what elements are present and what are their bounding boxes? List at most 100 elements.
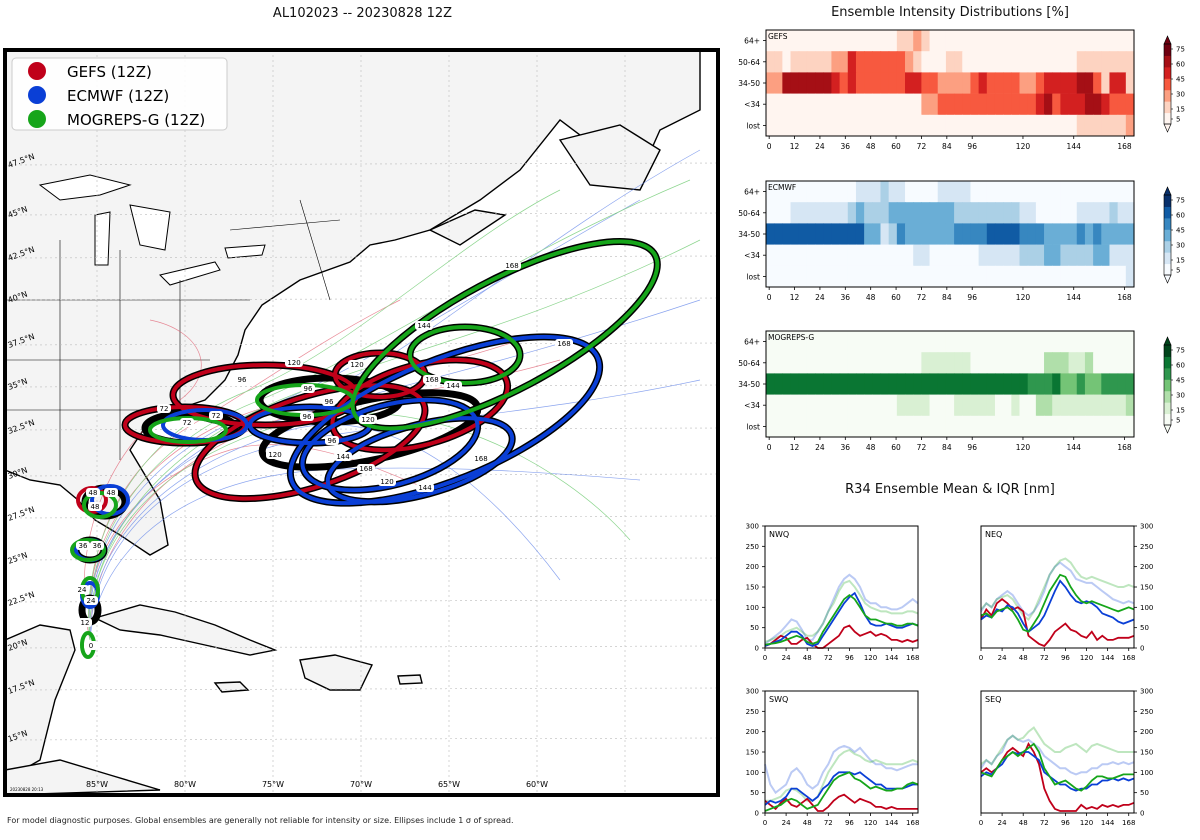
heatmap-cell bbox=[1003, 331, 1012, 353]
heatmap-cell bbox=[872, 244, 882, 267]
heatmap-x-tick-label: 84 bbox=[942, 142, 952, 151]
heatmap-cell bbox=[798, 181, 808, 203]
r34-y-tick-label: 150 bbox=[1140, 749, 1153, 757]
heatmap-cell bbox=[847, 331, 857, 353]
heatmap-x-tick-label: 72 bbox=[917, 293, 927, 302]
heatmap-cell bbox=[872, 415, 882, 438]
heatmap-frame bbox=[765, 29, 1135, 137]
heatmap-cell bbox=[888, 30, 898, 52]
heatmap-cell bbox=[1076, 72, 1086, 94]
heatmap-row-label: 34-50 bbox=[738, 380, 760, 389]
heatmap-cell bbox=[896, 72, 906, 94]
heatmap-cell bbox=[1044, 30, 1053, 52]
heatmap-cell bbox=[1109, 51, 1119, 73]
heatmap-cell bbox=[913, 373, 922, 395]
heatmap-cell bbox=[1101, 331, 1111, 353]
heatmap-cell bbox=[1125, 223, 1135, 245]
heatmap-cell bbox=[1068, 181, 1078, 203]
heatmap-cell bbox=[905, 72, 914, 94]
heatmap-row-label: 50-64 bbox=[738, 209, 760, 218]
heatmap-cell bbox=[766, 373, 775, 395]
heatmap-cell bbox=[1011, 244, 1021, 267]
heatmap-cell bbox=[913, 331, 922, 353]
heatmap-cell bbox=[839, 394, 849, 417]
heatmap-cell bbox=[782, 93, 792, 116]
heatmap-cell bbox=[970, 202, 980, 224]
heatmap-cell bbox=[986, 114, 996, 137]
heatmap-cell bbox=[1125, 331, 1135, 353]
heatmap-cell bbox=[1068, 30, 1078, 52]
heatmap-x-tick-label: 72 bbox=[917, 443, 927, 452]
heatmap-cell bbox=[782, 394, 792, 417]
heatmap-x-tick-label: 48 bbox=[866, 293, 876, 302]
heatmap-cell bbox=[1109, 202, 1119, 224]
colorbar-tick-label: 75 bbox=[1176, 197, 1185, 205]
heatmap-cell bbox=[823, 181, 833, 203]
heatmap-cell bbox=[1052, 265, 1061, 288]
hour-label: 144 bbox=[334, 452, 352, 461]
heatmap-cell bbox=[1003, 352, 1012, 374]
heatmap-cell bbox=[855, 244, 865, 267]
heatmap-row-label: 64+ bbox=[744, 37, 760, 46]
heatmap-cell bbox=[1052, 223, 1061, 245]
heatmap-cell bbox=[872, 394, 882, 417]
heatmap-cell bbox=[905, 373, 914, 395]
heatmap-cell bbox=[766, 352, 775, 374]
r34-x-tick-label: 120 bbox=[1080, 654, 1093, 662]
heatmap-cell bbox=[806, 93, 816, 116]
heatmap-cell bbox=[1117, 415, 1127, 438]
heatmap-cell bbox=[896, 373, 906, 395]
newfoundland bbox=[558, 124, 661, 191]
heatmap-cell bbox=[855, 223, 865, 245]
heatmap-cell bbox=[1044, 93, 1053, 116]
heatmap-cell bbox=[978, 223, 988, 245]
heatmap-cell bbox=[1035, 72, 1045, 94]
heatmap-cell bbox=[1076, 265, 1086, 288]
heatmap-cell bbox=[798, 93, 808, 116]
heatmap-cell bbox=[864, 331, 873, 353]
heatmap-cell bbox=[905, 114, 914, 137]
heatmap-cell bbox=[831, 181, 841, 203]
heatmap-cell bbox=[774, 114, 783, 137]
heatmap-cell bbox=[1027, 352, 1037, 374]
heatmap-cell bbox=[905, 244, 914, 267]
heatmap-cell bbox=[806, 51, 816, 73]
heatmap-cell bbox=[1117, 373, 1127, 395]
heatmap-cell bbox=[896, 223, 906, 245]
r34-x-tick-label: 72 bbox=[1040, 654, 1049, 662]
heatmap-cell bbox=[1084, 181, 1094, 203]
great-lakes bbox=[38, 174, 266, 286]
heatmap-cell bbox=[847, 114, 857, 137]
r34-y-tick-label: 200 bbox=[746, 563, 759, 571]
heatmap-cell bbox=[978, 373, 988, 395]
heatmap-cell bbox=[913, 265, 922, 288]
svg-text:168: 168 bbox=[474, 455, 487, 463]
heatmap-cell bbox=[774, 223, 783, 245]
r34-x-tick-label: 144 bbox=[885, 654, 899, 662]
colorbar-tick-label: 60 bbox=[1176, 362, 1185, 370]
ecmwf-legend-marker bbox=[28, 86, 46, 104]
heatmap-cell bbox=[815, 223, 824, 245]
heatmap-model-label: GEFS bbox=[768, 32, 788, 41]
heatmap-cell bbox=[774, 352, 783, 374]
heatmap-cell bbox=[766, 265, 775, 288]
heatmap-cell bbox=[823, 223, 833, 245]
heatmap-cell bbox=[790, 114, 800, 137]
heatmap-cell bbox=[1076, 415, 1086, 438]
heatmap-cell bbox=[929, 352, 939, 374]
heatmap-cell bbox=[1044, 181, 1053, 203]
r34-x-tick-label: 0 bbox=[979, 654, 983, 662]
svg-text:144: 144 bbox=[418, 484, 432, 492]
heatmap-cell bbox=[1027, 72, 1037, 94]
r34-y-tick-label: 100 bbox=[746, 604, 759, 612]
heatmap-cell bbox=[994, 331, 1004, 353]
r34-x-tick-label: 24 bbox=[998, 819, 1007, 827]
r34-x-tick-label: 120 bbox=[864, 819, 877, 827]
heatmap-cell bbox=[1117, 394, 1127, 417]
heatmap-cell bbox=[1076, 181, 1086, 203]
heatmap-cell bbox=[847, 265, 857, 288]
heatmap-cell bbox=[978, 331, 988, 353]
hour-labels: 72 72 72 96 96 96 96 96 120 120 120 120 … bbox=[75, 261, 573, 650]
heatmap-cell bbox=[929, 93, 939, 116]
ecmwf-ellipse bbox=[300, 397, 480, 493]
